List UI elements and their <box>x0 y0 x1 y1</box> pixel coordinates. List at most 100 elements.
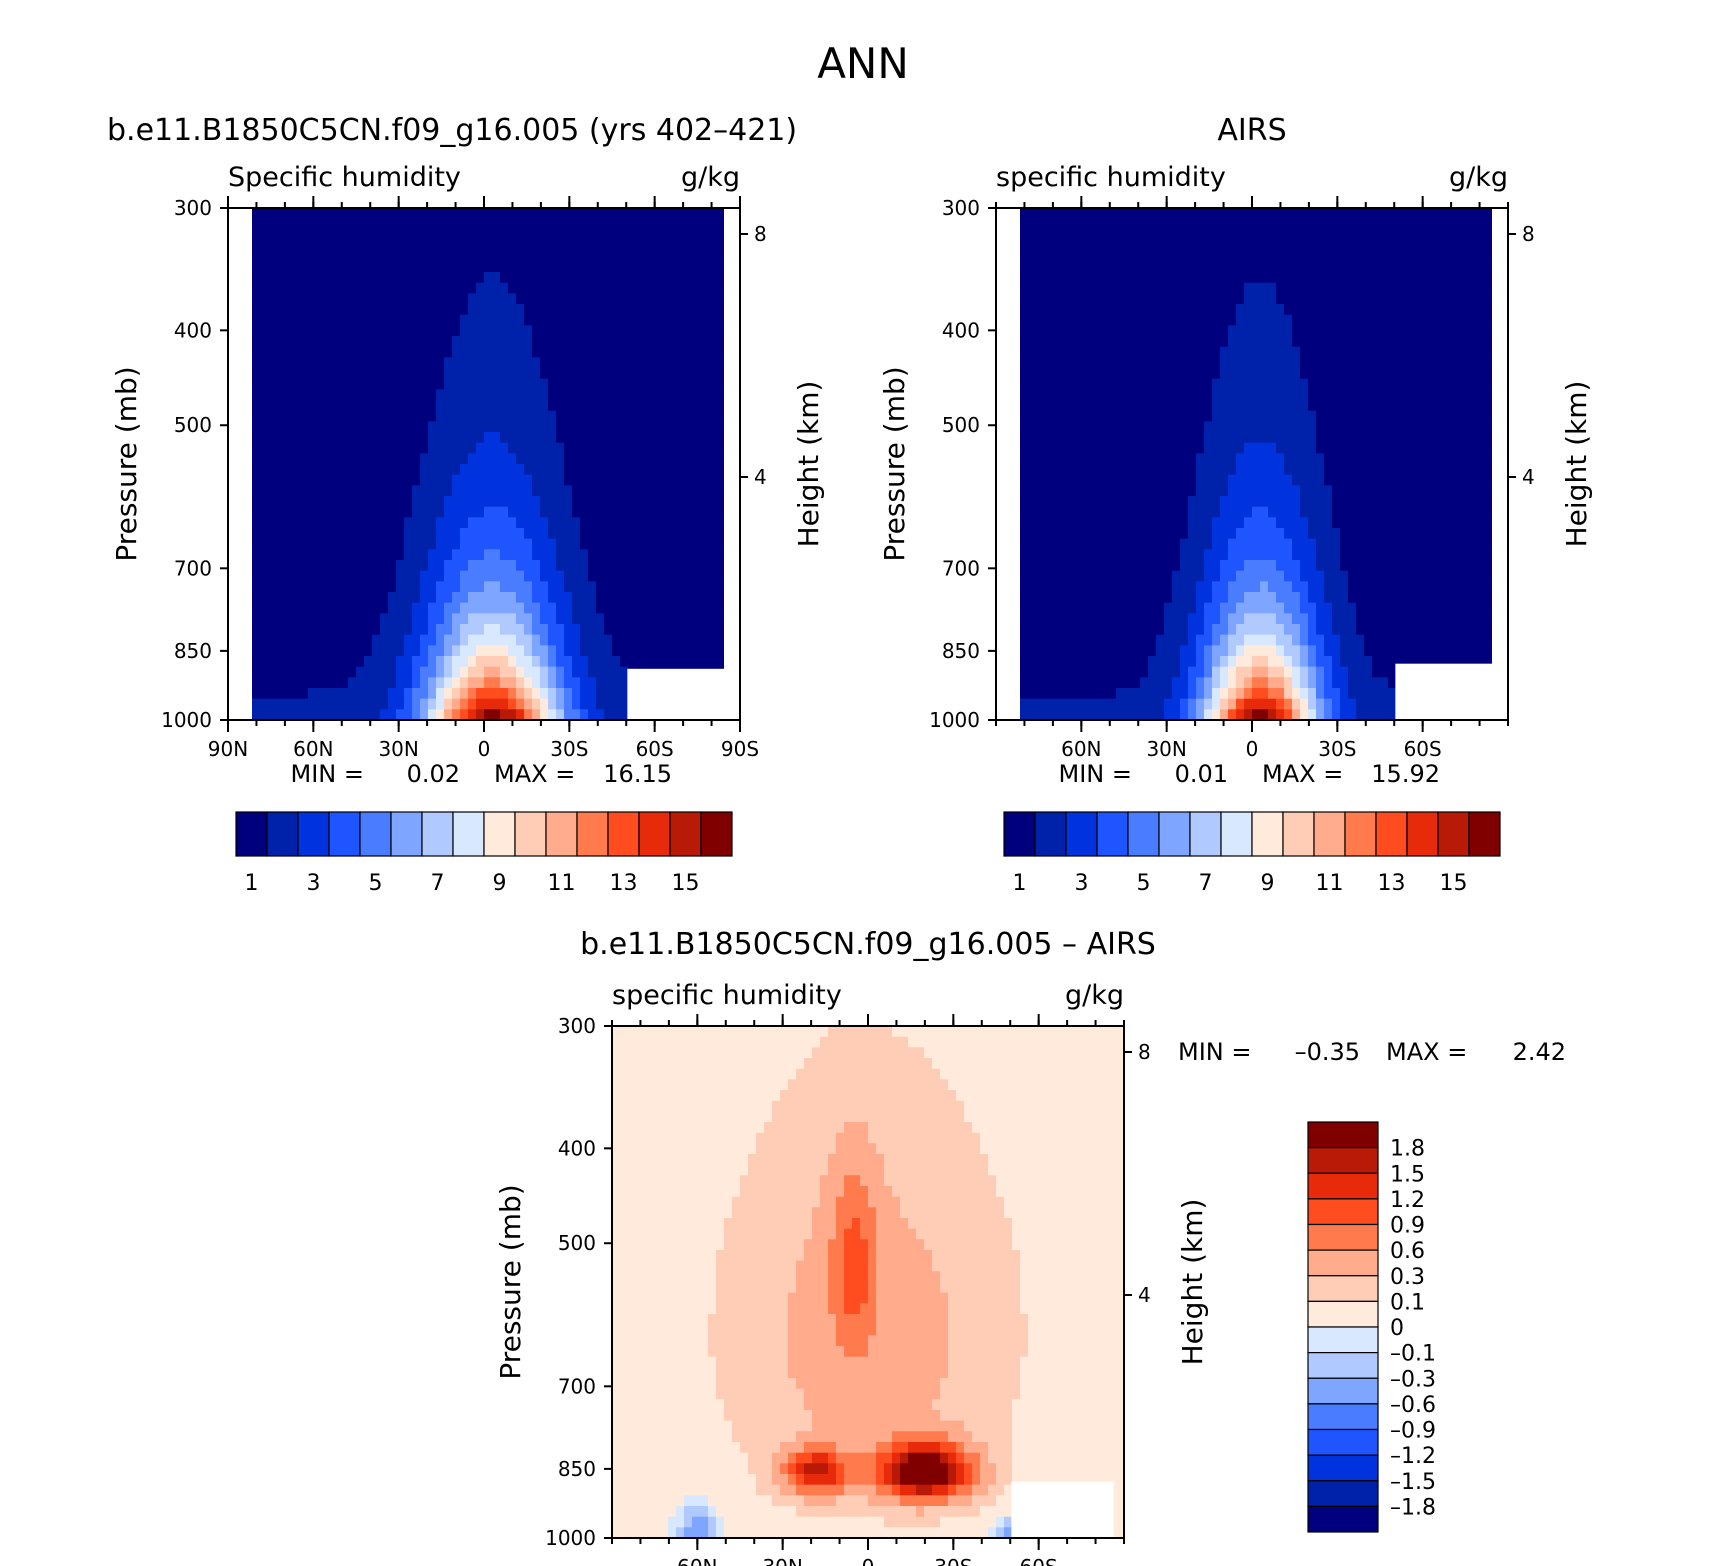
field-cell <box>356 282 365 294</box>
field-cell <box>1084 453 1093 465</box>
field-cell <box>1132 346 1141 358</box>
field-cell <box>268 485 277 497</box>
field-cell <box>1212 432 1221 444</box>
field-cell <box>308 634 317 646</box>
field-cell <box>1188 410 1197 422</box>
field-cell <box>700 368 709 380</box>
field-cell <box>1372 304 1381 316</box>
field-cell <box>548 602 557 614</box>
field-cell <box>460 602 469 614</box>
field-cell <box>364 400 373 412</box>
field-cell <box>260 549 269 561</box>
field-cell <box>444 378 453 390</box>
field-cell <box>556 336 565 348</box>
field-cell <box>580 581 589 593</box>
field-cell <box>252 464 261 476</box>
field-cell <box>524 410 533 422</box>
field-cell <box>260 325 269 337</box>
field-cell <box>332 613 341 625</box>
field-cell <box>484 506 493 518</box>
field-cell <box>628 538 637 550</box>
field-cell <box>692 624 701 636</box>
field-cell <box>1332 496 1341 508</box>
field-cell <box>428 208 437 220</box>
field-cell <box>652 261 661 273</box>
field-cell <box>316 709 325 721</box>
field-cell <box>548 666 557 678</box>
field-cell <box>1340 357 1349 369</box>
field-cell <box>420 208 429 220</box>
field-cell <box>596 261 605 273</box>
field-cell <box>524 581 533 593</box>
field-cell <box>484 368 493 380</box>
field-cell <box>1380 336 1389 348</box>
field-cell <box>596 613 605 625</box>
field-cell <box>1492 325 1501 337</box>
field-cell <box>1020 389 1029 401</box>
field-cell <box>1268 464 1277 476</box>
field-cell <box>556 250 565 262</box>
field-cell <box>316 272 325 284</box>
field-cell <box>316 538 325 550</box>
field-cell <box>604 517 613 529</box>
field-cell <box>260 634 269 646</box>
field-cell <box>508 336 517 348</box>
field-cell <box>1364 261 1373 273</box>
field-cell <box>1460 378 1469 390</box>
field-cell <box>1124 261 1133 273</box>
field-cell <box>1060 464 1069 476</box>
field-cell <box>252 656 261 668</box>
field-cell <box>364 432 373 444</box>
colorbar-label: 5 <box>369 871 383 896</box>
field-cell <box>1300 336 1309 348</box>
field-cell <box>1036 346 1045 358</box>
field-cell <box>1108 229 1117 241</box>
field-cell <box>1052 282 1061 294</box>
field-cell <box>1092 496 1101 508</box>
field-cell <box>284 560 293 572</box>
field-cell <box>708 560 717 572</box>
field-cell <box>364 282 373 294</box>
field-cell <box>1132 453 1141 465</box>
field-cell <box>1116 293 1125 305</box>
field-cell <box>580 421 589 433</box>
field-cell <box>588 229 597 241</box>
field-cell <box>1252 272 1261 284</box>
field-cell <box>628 208 637 220</box>
field-cell <box>1500 400 1509 412</box>
field-cell <box>380 432 389 444</box>
field-cell <box>620 282 629 294</box>
field-cell <box>228 378 237 390</box>
field-cell <box>628 613 637 625</box>
field-cell <box>252 602 261 614</box>
field-cell <box>388 400 397 412</box>
field-cell <box>492 325 501 337</box>
field-cell <box>1172 474 1181 486</box>
field-cell <box>388 314 397 326</box>
field-cell <box>612 325 621 337</box>
field-cell <box>412 666 421 678</box>
field-cell <box>476 624 485 636</box>
field-cell <box>1180 378 1189 390</box>
field-cell <box>644 602 653 614</box>
field-cell <box>396 560 405 572</box>
field-cell <box>1156 282 1165 294</box>
field-cell <box>404 464 413 476</box>
field-cell <box>1028 261 1037 273</box>
field-cell <box>1300 208 1309 220</box>
field-cell <box>284 656 293 668</box>
field-cell <box>364 293 373 305</box>
field-cell <box>364 613 373 625</box>
field-cell <box>308 496 317 508</box>
field-cell <box>524 282 533 294</box>
field-cell <box>1372 272 1381 284</box>
field-cell <box>1028 325 1037 337</box>
field-cell <box>1020 218 1029 230</box>
field-cell <box>1412 250 1421 262</box>
field-cell <box>268 346 277 358</box>
field-cell <box>1228 293 1237 305</box>
field-cell <box>548 421 557 433</box>
field-cell <box>1452 442 1461 454</box>
field-cell <box>380 581 389 593</box>
field-cell <box>684 240 693 252</box>
